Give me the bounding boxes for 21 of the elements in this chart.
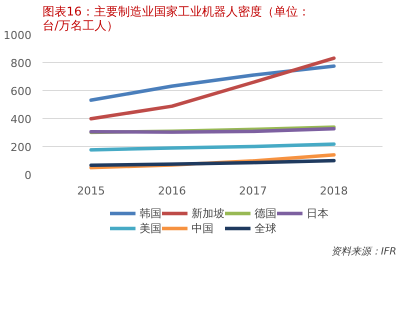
x-tick-label: 2015 xyxy=(77,184,106,198)
y-tick-label: 200 xyxy=(10,141,32,154)
legend-label: 全球 xyxy=(254,220,276,236)
y-tick-label: 400 xyxy=(10,113,32,126)
legend-label: 德国 xyxy=(254,206,276,220)
x-tick-label: 2017 xyxy=(238,184,267,198)
text: 资料来源：IFR xyxy=(330,246,397,258)
legend-label: 新加坡 xyxy=(192,206,224,220)
legend-label: 日本 xyxy=(306,206,328,220)
chart-title: 图表16：主要制造业国家工业机器人密度（单位：台/万名工人） xyxy=(42,4,310,32)
y-tick-label: 1000 xyxy=(4,29,32,42)
x-tick-label: 2018 xyxy=(320,184,348,198)
line-series xyxy=(89,64,336,102)
legend-label: 韩国 xyxy=(140,206,162,220)
y-tick-label: 0 xyxy=(24,169,32,182)
line-series xyxy=(89,56,336,121)
y-tick-label: 800 xyxy=(10,57,32,70)
legend-label: 美国 xyxy=(140,220,162,236)
x-tick-label: 2016 xyxy=(158,184,186,198)
legend-label: 中国 xyxy=(192,220,214,236)
y-tick-label: 600 xyxy=(10,85,32,98)
